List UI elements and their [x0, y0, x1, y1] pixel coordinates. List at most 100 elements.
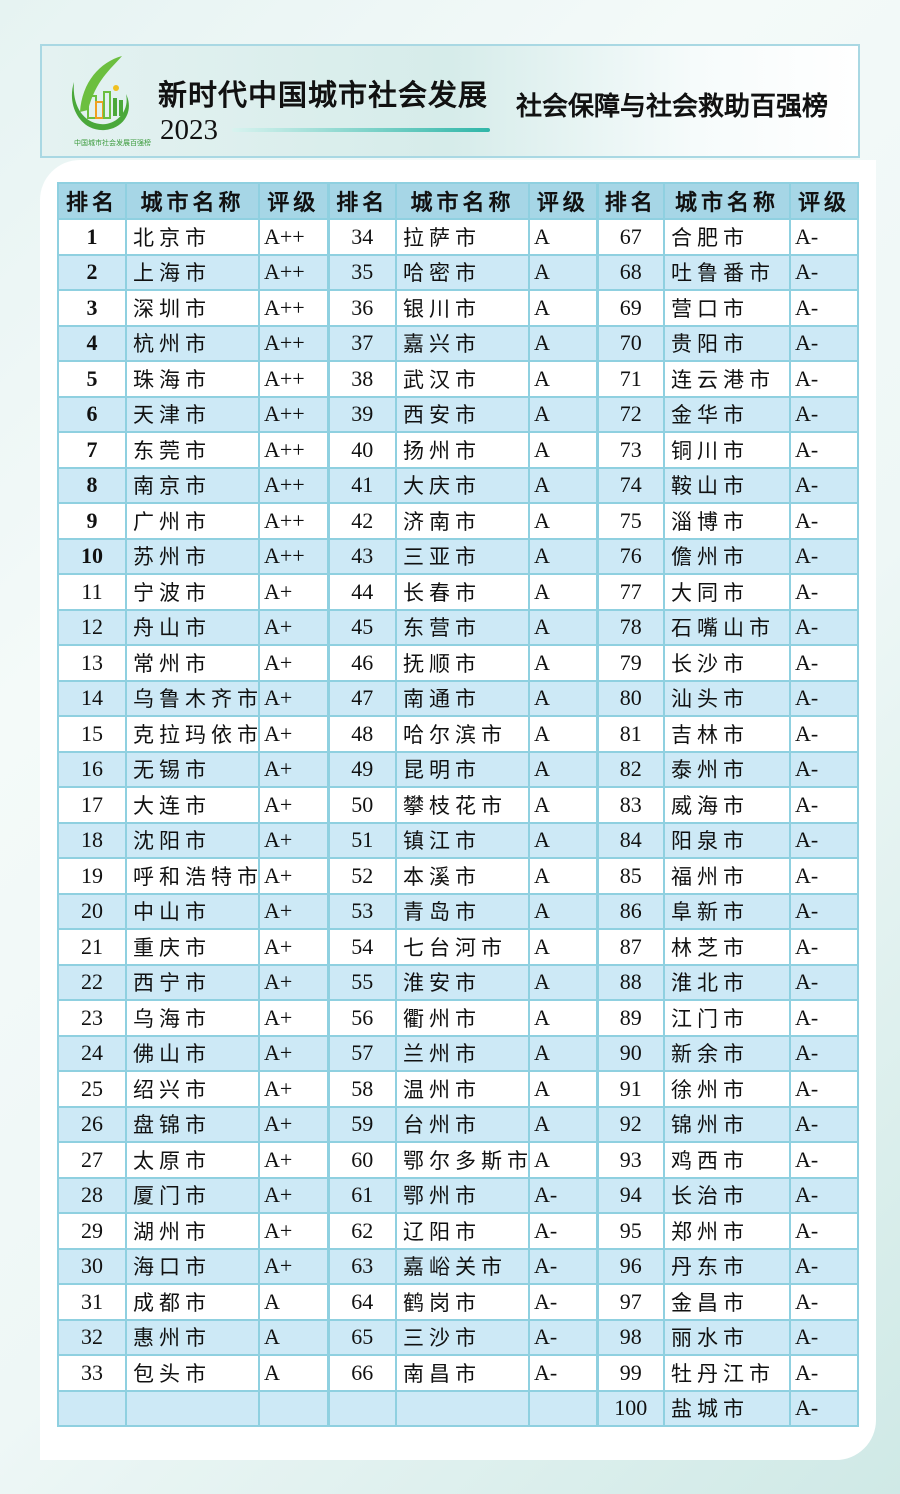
rank-cell: 75 [595, 502, 665, 540]
grade-cell: A- [789, 750, 859, 788]
column-header-city: 城市名称 [395, 182, 530, 220]
column-header-rank: 排名 [595, 182, 665, 220]
city-cell: 南通市 [395, 679, 530, 717]
grade-cell: A++ [258, 466, 329, 504]
table-row: 15 克拉玛依市 A+ 48 哈尔滨市 A 81 吉林市 A- [57, 715, 859, 753]
city-cell: 上海市 [125, 253, 260, 291]
table-row: 31 成都市 A 64 鹤岗市 A- 97 金昌市 A- [57, 1283, 859, 1321]
table-row: 25 绍兴市 A+ 58 温州市 A 91 徐州市 A- [57, 1070, 859, 1108]
grade-cell: A- [789, 963, 859, 1001]
rank-cell: 40 [326, 431, 397, 469]
city-cell: 兰州市 [395, 1034, 530, 1072]
grade-cell: A+ [258, 999, 329, 1037]
rank-cell: 22 [57, 963, 127, 1001]
grade-cell: A- [789, 786, 859, 824]
rank-cell: 23 [57, 999, 127, 1037]
grade-cell: A++ [258, 431, 329, 469]
table-row: 21 重庆市 A+ 54 七台河市 A 87 林芝市 A- [57, 928, 859, 966]
table-row: 20 中山市 A+ 53 青岛市 A 86 阜新市 A- [57, 892, 859, 930]
empty-cell [528, 1389, 598, 1427]
rank-cell: 99 [595, 1354, 665, 1392]
table-row: 29 湖州市 A+ 62 辽阳市 A- 95 郑州市 A- [57, 1212, 859, 1250]
rank-cell: 29 [57, 1212, 127, 1250]
page-title: 新时代中国城市社会发展 [158, 78, 489, 112]
rank-cell: 82 [595, 750, 665, 788]
rank-cell: 86 [595, 892, 665, 930]
city-cell: 三沙市 [395, 1318, 530, 1356]
table-row: 16 无锡市 A+ 49 昆明市 A 82 泰州市 A- [57, 750, 859, 788]
city-cell: 中山市 [125, 892, 260, 930]
rank-cell: 78 [595, 608, 665, 646]
rank-cell: 8 [57, 466, 127, 504]
city-cell: 成都市 [125, 1283, 260, 1321]
grade-cell: A+ [258, 1034, 329, 1072]
rank-cell: 46 [326, 644, 397, 682]
rank-cell: 58 [326, 1070, 397, 1108]
city-cell: 鸡西市 [663, 1141, 791, 1179]
table-row: 100 盐城市 A- [57, 1389, 859, 1427]
city-cell: 长春市 [395, 573, 530, 611]
table-row: 7 东莞市 A++ 40 扬州市 A 73 铜川市 A- [57, 431, 859, 469]
rank-cell: 21 [57, 928, 127, 966]
grade-cell: A+ [258, 963, 329, 1001]
grade-cell: A- [789, 1354, 859, 1392]
grade-cell: A- [528, 1283, 598, 1321]
city-cell: 武汉市 [395, 360, 530, 398]
table-row: 9 广州市 A++ 42 济南市 A 75 淄博市 A- [57, 502, 859, 540]
rank-cell: 51 [326, 821, 397, 859]
rank-cell: 27 [57, 1141, 127, 1179]
city-cell: 徐州市 [663, 1070, 791, 1108]
column-header-grade: 评级 [528, 182, 598, 220]
grade-cell: A- [789, 857, 859, 895]
grade-cell: A- [789, 431, 859, 469]
rank-cell: 56 [326, 999, 397, 1037]
rank-cell: 13 [57, 644, 127, 682]
city-cell: 吐鲁番市 [663, 253, 791, 291]
grade-cell: A+ [258, 857, 329, 895]
city-cell: 淄博市 [663, 502, 791, 540]
grade-cell: A+ [258, 1070, 329, 1108]
table-row: 11 宁波市 A+ 44 长春市 A 77 大同市 A- [57, 573, 859, 611]
city-cell: 江门市 [663, 999, 791, 1037]
grade-cell: A- [528, 1176, 598, 1214]
grade-cell: A [258, 1354, 329, 1392]
city-cell: 珠海市 [125, 360, 260, 398]
grade-cell: A- [789, 1105, 859, 1143]
grade-cell: A++ [258, 218, 329, 256]
rank-cell: 37 [326, 324, 397, 362]
table-row: 26 盘锦市 A+ 59 台州市 A 92 锦州市 A- [57, 1105, 859, 1143]
grade-cell: A+ [258, 1247, 329, 1285]
grade-cell: A- [789, 928, 859, 966]
city-cell: 哈尔滨市 [395, 715, 530, 753]
rank-cell: 1 [57, 218, 127, 256]
city-cell: 克拉玛依市 [125, 715, 260, 753]
city-cell: 嘉兴市 [395, 324, 530, 362]
rank-cell: 74 [595, 466, 665, 504]
city-cell: 淮安市 [395, 963, 530, 1001]
grade-cell: A [528, 715, 598, 753]
rank-cell: 9 [57, 502, 127, 540]
grade-cell: A+ [258, 715, 329, 753]
rank-cell: 91 [595, 1070, 665, 1108]
city-cell: 广州市 [125, 502, 260, 540]
city-cell: 沈阳市 [125, 821, 260, 859]
table-row: 4 杭州市 A++ 37 嘉兴市 A 70 贵阳市 A- [57, 324, 859, 362]
city-cell: 林芝市 [663, 928, 791, 966]
table-row: 8 南京市 A++ 41 大庆市 A 74 鞍山市 A- [57, 466, 859, 504]
grade-cell: A+ [258, 1105, 329, 1143]
rank-cell: 18 [57, 821, 127, 859]
grade-cell: A- [789, 1389, 859, 1427]
grade-cell: A [528, 608, 598, 646]
rank-cell: 26 [57, 1105, 127, 1143]
grade-cell: A++ [258, 324, 329, 362]
grade-cell: A [258, 1318, 329, 1356]
city-cell: 抚顺市 [395, 644, 530, 682]
rank-cell: 83 [595, 786, 665, 824]
rank-cell: 45 [326, 608, 397, 646]
rank-cell: 100 [595, 1389, 665, 1427]
city-cell: 丽水市 [663, 1318, 791, 1356]
city-cell: 金华市 [663, 395, 791, 433]
table-row: 33 包头市 A 66 南昌市 A- 99 牡丹江市 A- [57, 1354, 859, 1392]
empty-cell [125, 1389, 260, 1427]
grade-cell: A [528, 999, 598, 1037]
